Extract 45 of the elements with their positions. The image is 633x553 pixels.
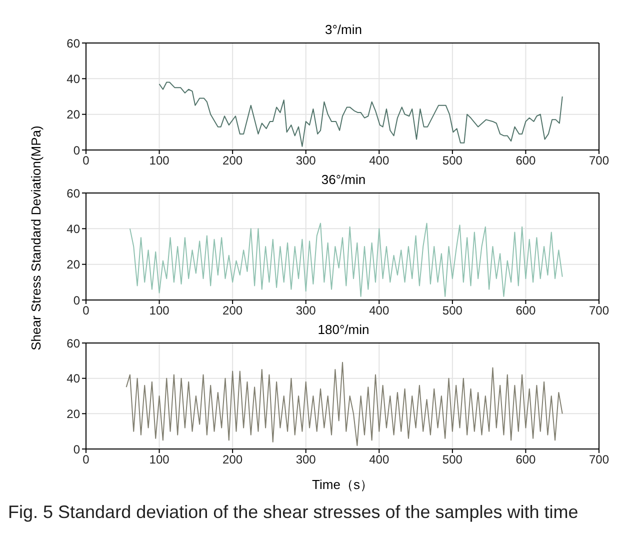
y-tick-label: 60 xyxy=(66,36,80,50)
chart-title: 180°/min xyxy=(318,322,370,337)
line-series xyxy=(129,222,563,297)
line-series xyxy=(126,362,563,446)
y-tick-label: 0 xyxy=(73,442,80,456)
x-tick-label: 300 xyxy=(296,304,316,318)
x-tick-label: 400 xyxy=(369,304,390,318)
x-tick-label: 200 xyxy=(222,452,243,467)
x-tick-label: 100 xyxy=(149,304,170,318)
y-tick-label: 60 xyxy=(66,186,80,200)
x-tick-label: 200 xyxy=(222,304,243,318)
x-tick-label: 100 xyxy=(149,452,170,467)
x-tick-label: 0 xyxy=(82,452,90,467)
y-tick-label: 60 xyxy=(66,336,80,350)
line-series xyxy=(158,82,563,147)
chart-title: 36°/min xyxy=(321,172,366,187)
x-tick-label: 0 xyxy=(82,154,90,168)
x-tick-label: 600 xyxy=(516,452,536,467)
chart-title: 3°/min xyxy=(324,22,363,38)
y-tick-label: 0 xyxy=(73,143,80,158)
x-tick-label: 500 xyxy=(442,452,463,467)
y-tick-label: 40 xyxy=(66,72,80,86)
x-tick-label: 500 xyxy=(442,154,463,168)
x-axis-title: Time（s） xyxy=(312,477,373,492)
x-tick-label: 600 xyxy=(516,304,536,318)
y-tick-label: 0 xyxy=(73,293,80,308)
y-tick-label: 20 xyxy=(66,406,80,421)
x-tick-label: 500 xyxy=(442,304,463,318)
x-tick-label: 700 xyxy=(588,154,610,168)
y-tick-label: 40 xyxy=(66,222,80,236)
x-tick-label: 300 xyxy=(296,154,316,168)
y-tick-label: 20 xyxy=(66,258,80,272)
x-tick-label: 400 xyxy=(369,452,390,467)
x-tick-label: 600 xyxy=(516,154,536,168)
x-tick-label: 0 xyxy=(82,304,90,318)
x-tick-label: 100 xyxy=(149,154,170,168)
caption: Fig. 5 Standard deviation of the shear stresses of the samples with time xyxy=(8,501,580,524)
y-tick-label: 40 xyxy=(66,372,80,386)
x-tick-label: 200 xyxy=(222,154,243,168)
x-tick-label: 700 xyxy=(588,304,610,318)
x-tick-label: 300 xyxy=(296,452,316,467)
x-tick-label: 400 xyxy=(369,154,390,168)
y-axis-title: Shear Stress Standard Deviation(MPa) xyxy=(28,126,44,350)
x-tick-label: 700 xyxy=(588,452,610,467)
y-tick-label: 20 xyxy=(66,108,80,122)
